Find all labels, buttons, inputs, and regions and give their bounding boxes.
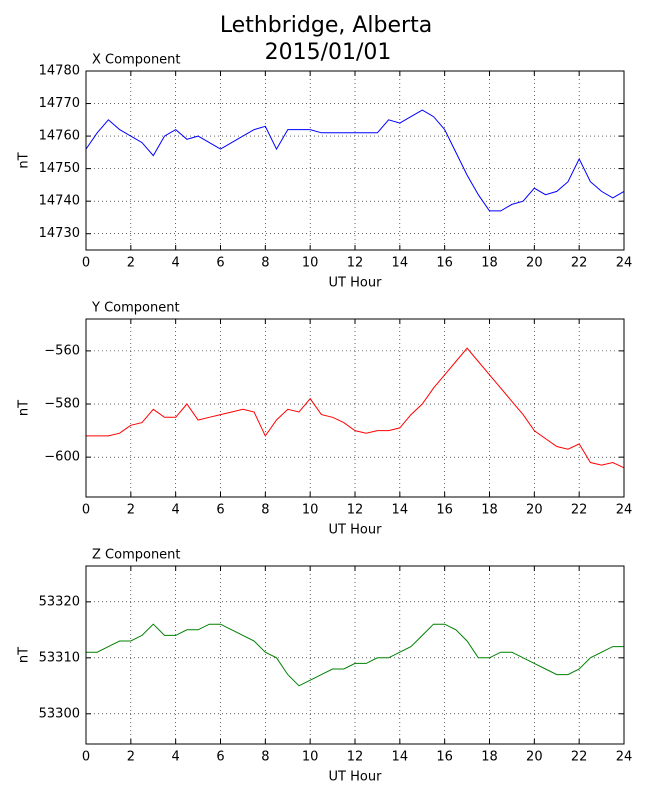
x-tick-label: 8 [261, 503, 269, 518]
panel-title: Y Component [91, 301, 180, 316]
panel-title: X Component [92, 53, 181, 68]
x-tick-label: 16 [436, 256, 453, 271]
x-tick-label: 2 [127, 750, 135, 765]
y-tick-label: 14730 [39, 226, 80, 241]
x-tick-label: 2 [127, 503, 135, 518]
x-axis-label: UT Hour [329, 523, 383, 538]
x-tick-label: 10 [302, 750, 319, 765]
y-tick-label: 53310 [39, 650, 80, 665]
x-tick-label: 16 [436, 750, 453, 765]
x-tick-label: 20 [526, 503, 543, 518]
x-tick-label: 20 [526, 750, 543, 765]
x-tick-label: 0 [82, 503, 90, 518]
x-tick-label: 0 [82, 256, 90, 271]
y-tick-label: −600 [44, 450, 80, 465]
x-tick-label: 10 [302, 256, 319, 271]
y-tick-label: 14760 [39, 129, 80, 144]
x-tick-label: 18 [481, 503, 498, 518]
axes-frame [85, 318, 625, 498]
x-tick-label: 16 [436, 503, 453, 518]
x-tick-label: 14 [392, 750, 409, 765]
x-tick-label: 22 [571, 256, 588, 271]
x-tick-label: 6 [216, 256, 224, 271]
x-tick-label: 22 [571, 503, 588, 518]
x-tick-label: 4 [172, 256, 180, 271]
y-tick-label: 53300 [39, 706, 80, 721]
y-tick-label: −580 [44, 397, 80, 412]
x-axis-label: UT Hour [329, 276, 383, 291]
x-tick-label: 24 [616, 503, 633, 518]
x-tick-label: 12 [347, 503, 364, 518]
x-tick-label: 4 [172, 503, 180, 518]
x-tick-label: 0 [82, 750, 90, 765]
x-axis-label: UT Hour [329, 770, 383, 785]
y-axis-label: nT [17, 400, 32, 416]
data-line [86, 623, 624, 687]
x-tick-label: 2 [127, 256, 135, 271]
x-tick-label: 18 [481, 256, 498, 271]
axes-frame [85, 70, 625, 251]
y-axis-label: nT [17, 647, 32, 663]
x-tick-label: 10 [302, 503, 319, 518]
x-tick-label: 6 [216, 750, 224, 765]
y-axis-label: nT [17, 152, 32, 168]
x-tick-label: 8 [261, 256, 269, 271]
y-tick-label: 14770 [39, 96, 80, 111]
x-tick-label: 14 [392, 503, 409, 518]
y-tick-label: 14740 [39, 194, 80, 209]
axes-frame [85, 565, 625, 745]
x-tick-label: 22 [571, 750, 588, 765]
data-line [86, 347, 625, 469]
x-tick-label: 6 [216, 503, 224, 518]
figure-subtitle: 2015/01/01 [265, 40, 392, 65]
x-tick-label: 24 [616, 256, 633, 271]
data-line [85, 109, 625, 212]
x-tick-label: 4 [172, 750, 180, 765]
x-tick-label: 14 [392, 256, 409, 271]
x-tick-label: 12 [347, 256, 364, 271]
y-tick-label: 14750 [39, 161, 80, 176]
x-tick-label: 18 [481, 750, 498, 765]
y-tick-label: −560 [44, 343, 80, 358]
x-tick-label: 24 [616, 750, 633, 765]
y-tick-label: 14780 [39, 64, 80, 79]
panel-title: Z Component [92, 548, 181, 563]
x-tick-label: 12 [347, 750, 364, 765]
y-tick-label: 53320 [39, 594, 80, 609]
x-tick-label: 20 [526, 256, 543, 271]
figure-title: Lethbridge, Alberta [220, 13, 432, 38]
x-tick-label: 8 [261, 750, 269, 765]
